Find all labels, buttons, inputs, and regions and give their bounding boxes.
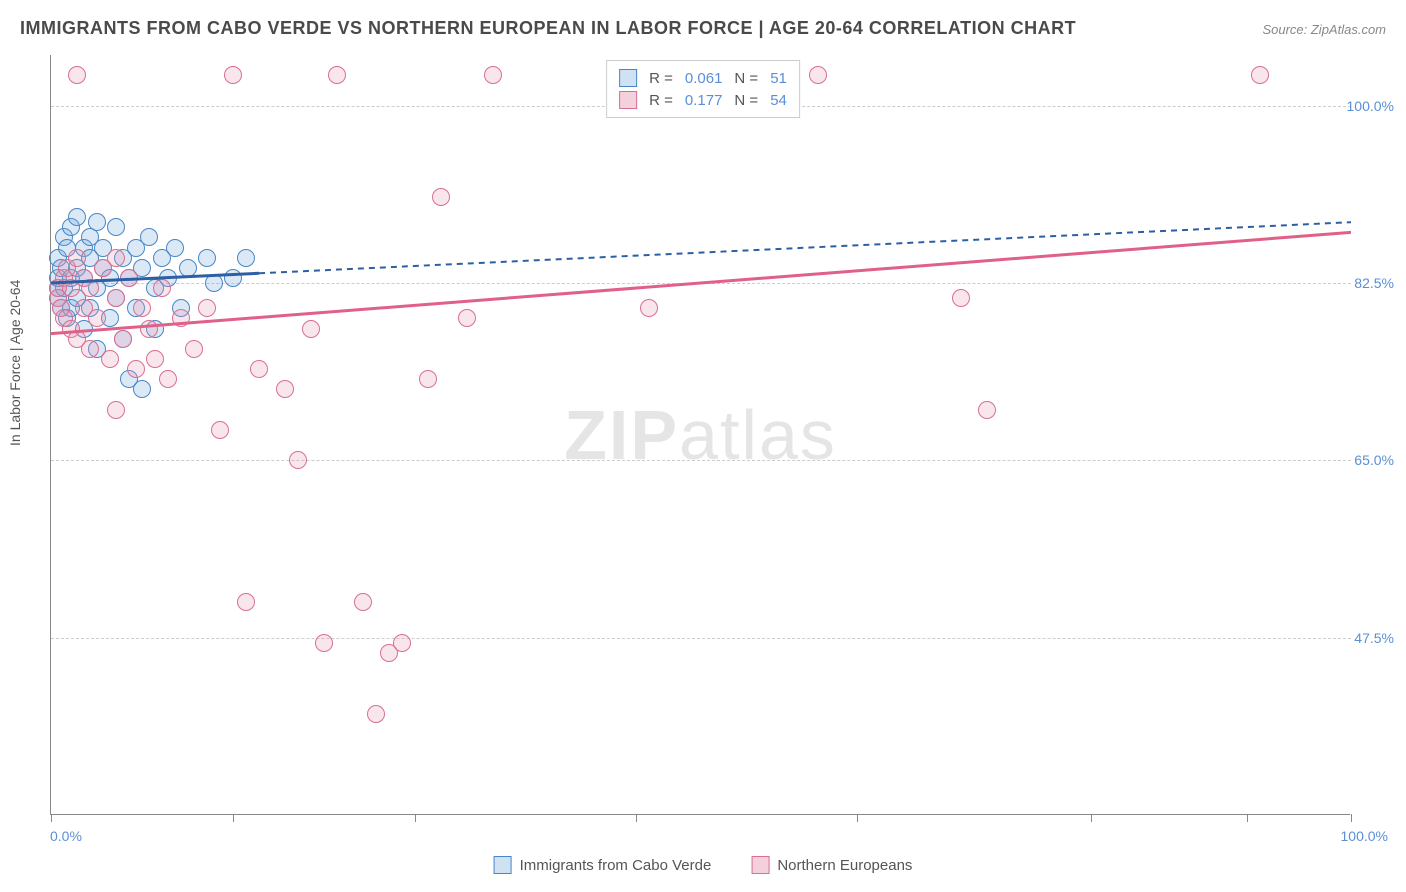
n-label: N = — [734, 70, 758, 87]
x-tick — [233, 814, 234, 822]
trend-dashed — [259, 222, 1351, 273]
n-value: 54 — [770, 92, 787, 109]
legend-label: Northern Europeans — [777, 857, 912, 874]
source-attribution: Source: ZipAtlas.com — [1262, 22, 1386, 37]
watermark: ZIPatlas — [564, 395, 837, 475]
data-point — [211, 421, 229, 439]
data-point — [289, 451, 307, 469]
data-point — [179, 259, 197, 277]
data-point — [101, 350, 119, 368]
swatch-icon — [751, 856, 769, 874]
x-tick — [636, 814, 637, 822]
y-tick-label: 47.5% — [1354, 630, 1394, 646]
data-point — [237, 593, 255, 611]
r-label: R = — [649, 92, 673, 109]
data-point — [68, 66, 86, 84]
data-point — [809, 66, 827, 84]
data-point — [1251, 66, 1269, 84]
data-point — [107, 218, 125, 236]
x-tick — [857, 814, 858, 822]
plot-area: ZIPatlas — [50, 55, 1350, 815]
data-point — [107, 249, 125, 267]
data-point — [432, 188, 450, 206]
series-legend: Immigrants from Cabo Verde Northern Euro… — [494, 856, 913, 874]
data-point — [81, 279, 99, 297]
y-tick-label: 82.5% — [1354, 275, 1394, 291]
x-tick — [1351, 814, 1352, 822]
data-point — [159, 370, 177, 388]
gridline — [51, 283, 1351, 284]
data-point — [68, 249, 86, 267]
y-tick-label: 100.0% — [1347, 98, 1394, 114]
swatch-icon — [619, 69, 637, 87]
data-point — [172, 309, 190, 327]
data-point — [393, 634, 411, 652]
data-point — [153, 279, 171, 297]
data-point — [133, 380, 151, 398]
data-point — [107, 401, 125, 419]
data-point — [315, 634, 333, 652]
data-point — [952, 289, 970, 307]
n-value: 51 — [770, 70, 787, 87]
x-tick — [51, 814, 52, 822]
watermark-bold: ZIP — [564, 396, 679, 474]
legend-row-series-2: R = 0.177 N = 54 — [619, 89, 787, 111]
data-point — [127, 360, 145, 378]
data-point — [88, 213, 106, 231]
data-point — [237, 249, 255, 267]
data-point — [224, 66, 242, 84]
trendlines — [51, 55, 1351, 815]
data-point — [198, 299, 216, 317]
data-point — [419, 370, 437, 388]
x-max-label: 100.0% — [1341, 828, 1388, 844]
chart-title: IMMIGRANTS FROM CABO VERDE VS NORTHERN E… — [20, 18, 1076, 39]
x-min-label: 0.0% — [50, 828, 82, 844]
y-axis-label: In Labor Force | Age 20-64 — [7, 280, 23, 446]
x-tick — [1091, 814, 1092, 822]
swatch-icon — [619, 91, 637, 109]
swatch-icon — [494, 856, 512, 874]
data-point — [114, 330, 132, 348]
n-label: N = — [734, 92, 758, 109]
data-point — [354, 593, 372, 611]
data-point — [140, 320, 158, 338]
data-point — [166, 239, 184, 257]
data-point — [367, 705, 385, 723]
data-point — [146, 350, 164, 368]
data-point — [640, 299, 658, 317]
data-point — [276, 380, 294, 398]
data-point — [328, 66, 346, 84]
gridline — [51, 460, 1351, 461]
legend-item: Immigrants from Cabo Verde — [494, 856, 712, 874]
data-point — [133, 299, 151, 317]
data-point — [88, 309, 106, 327]
data-point — [458, 309, 476, 327]
data-point — [205, 274, 223, 292]
x-tick — [1247, 814, 1248, 822]
watermark-light: atlas — [679, 396, 837, 474]
data-point — [198, 249, 216, 267]
data-point — [978, 401, 996, 419]
data-point — [81, 340, 99, 358]
data-point — [302, 320, 320, 338]
x-tick — [415, 814, 416, 822]
data-point — [140, 228, 158, 246]
data-point — [68, 208, 86, 226]
data-point — [224, 269, 242, 287]
gridline — [51, 638, 1351, 639]
data-point — [484, 66, 502, 84]
r-label: R = — [649, 70, 673, 87]
legend-row-series-1: R = 0.061 N = 51 — [619, 67, 787, 89]
data-point — [120, 269, 138, 287]
r-value: 0.177 — [685, 92, 723, 109]
data-point — [250, 360, 268, 378]
correlation-legend: R = 0.061 N = 51 R = 0.177 N = 54 — [606, 60, 800, 118]
data-point — [185, 340, 203, 358]
data-point — [107, 289, 125, 307]
legend-item: Northern Europeans — [751, 856, 912, 874]
legend-label: Immigrants from Cabo Verde — [520, 857, 712, 874]
y-tick-label: 65.0% — [1354, 452, 1394, 468]
r-value: 0.061 — [685, 70, 723, 87]
